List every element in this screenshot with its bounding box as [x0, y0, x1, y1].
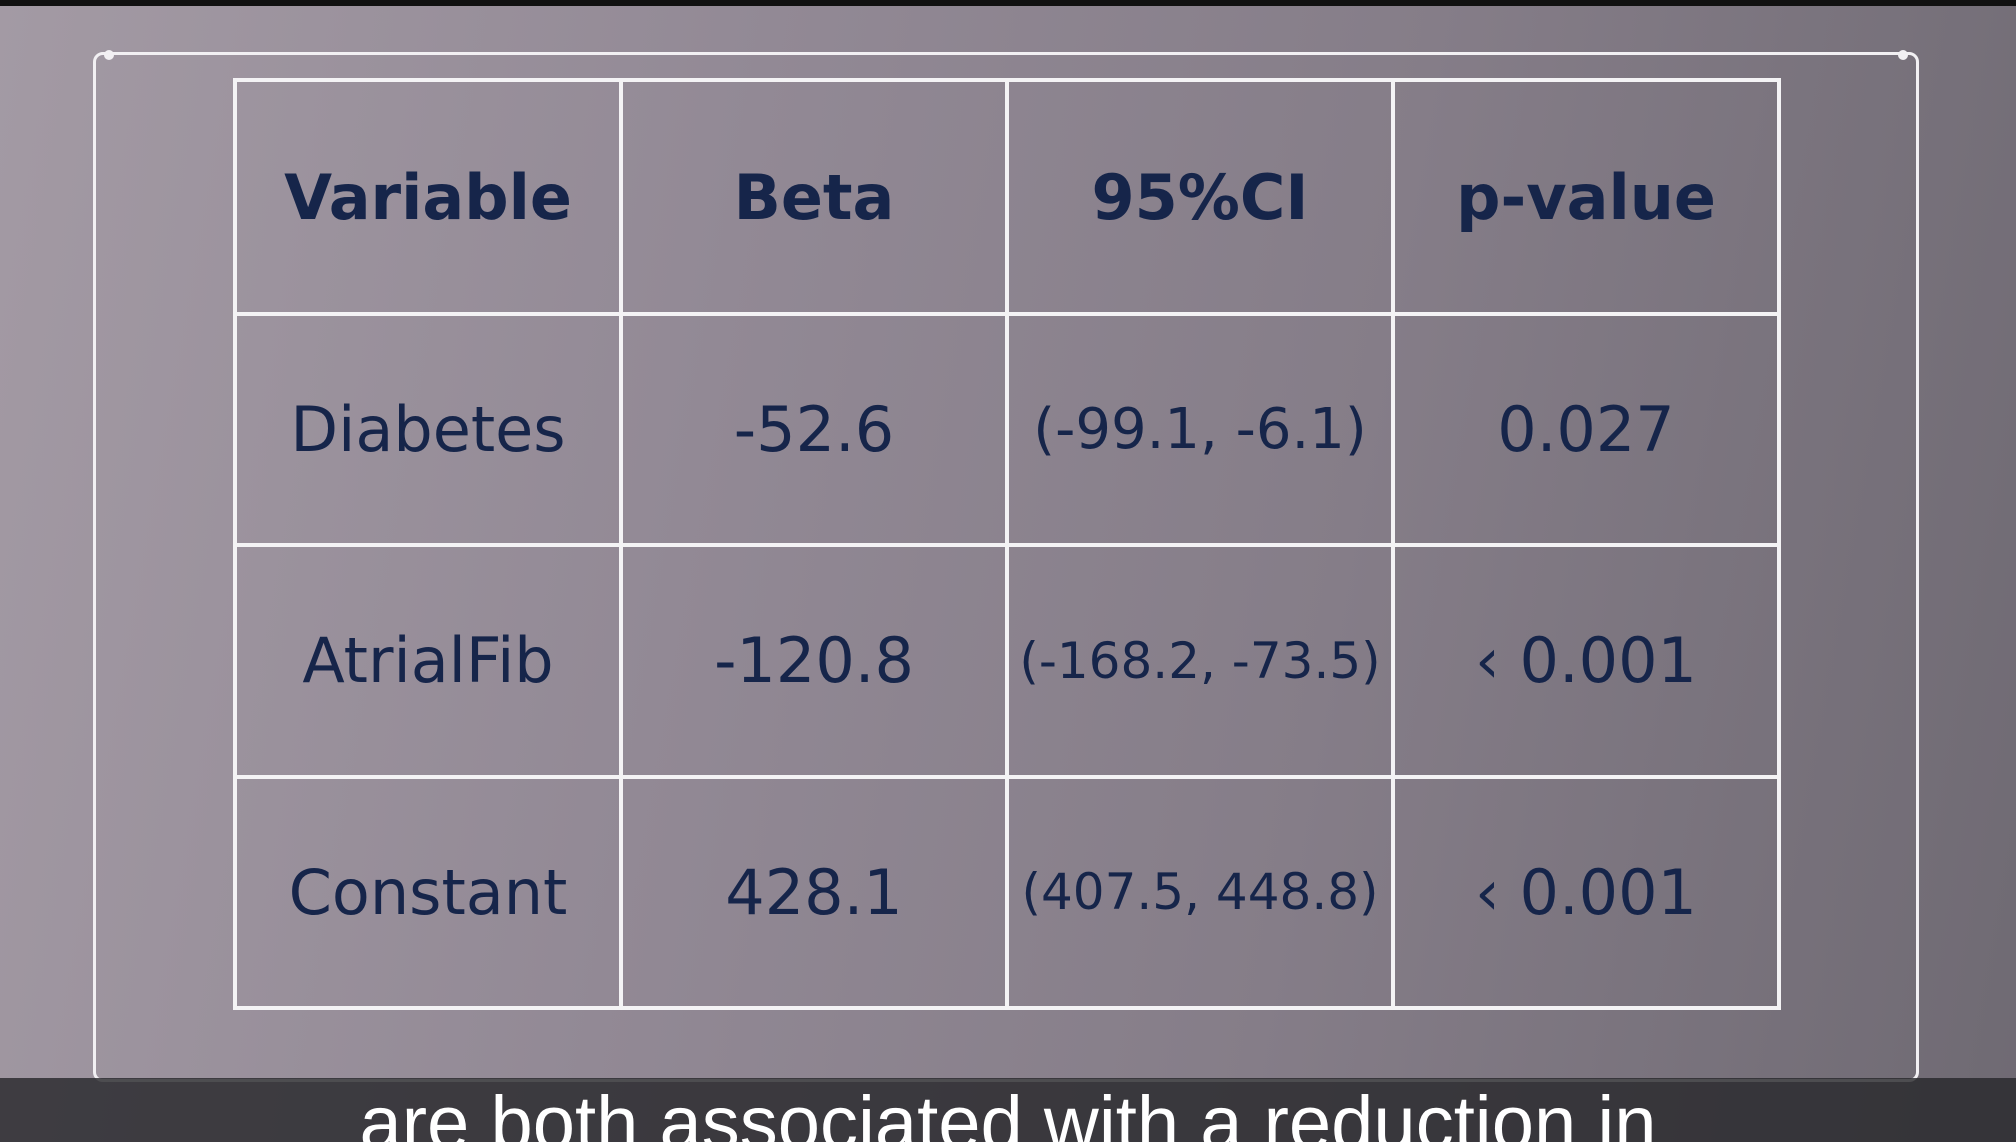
- regression-table: Variable Beta 95%CI p-value Diabetes -52…: [233, 78, 1781, 1011]
- subtitle-background: [0, 1078, 2016, 1142]
- header-beta: Beta: [619, 78, 1009, 316]
- cell-ci: (-168.2, -73.5): [1005, 543, 1395, 779]
- cell-ci: (-99.1, -6.1): [1005, 311, 1395, 548]
- cell-beta: -120.8: [619, 543, 1009, 779]
- subtitle-bar: are both associated with a reduction in: [0, 1078, 2016, 1142]
- cell-p-value: ‹ 0.001: [1391, 543, 1781, 779]
- header-p-value: p-value: [1391, 78, 1781, 316]
- cell-beta: 428.1: [619, 774, 1009, 1011]
- table-header-row: Variable Beta 95%CI p-value: [233, 78, 1781, 316]
- header-ci: 95%CI: [1005, 78, 1395, 316]
- table-row: Constant 428.1 (407.5, 448.8) ‹ 0.001: [233, 774, 1781, 1011]
- frame-corner-dot-right: [1898, 50, 1908, 60]
- table-row: AtrialFib -120.8 (-168.2, -73.5) ‹ 0.001: [233, 543, 1781, 779]
- frame-corner-dot-left: [104, 50, 114, 60]
- cell-ci: (407.5, 448.8): [1005, 774, 1395, 1011]
- subtitle-text: are both associated with a reduction in: [359, 1081, 1657, 1142]
- cell-p-value: ‹ 0.001: [1391, 774, 1781, 1011]
- table-row: Diabetes -52.6 (-99.1, -6.1) 0.027: [233, 311, 1781, 548]
- header-variable: Variable: [233, 78, 623, 316]
- cell-p-value: 0.027: [1391, 311, 1781, 548]
- cell-variable: AtrialFib: [233, 543, 623, 779]
- cell-variable: Constant: [233, 774, 623, 1011]
- top-letterbox-bar: [0, 0, 2016, 6]
- cell-beta: -52.6: [619, 311, 1009, 548]
- cell-variable: Diabetes: [233, 311, 623, 548]
